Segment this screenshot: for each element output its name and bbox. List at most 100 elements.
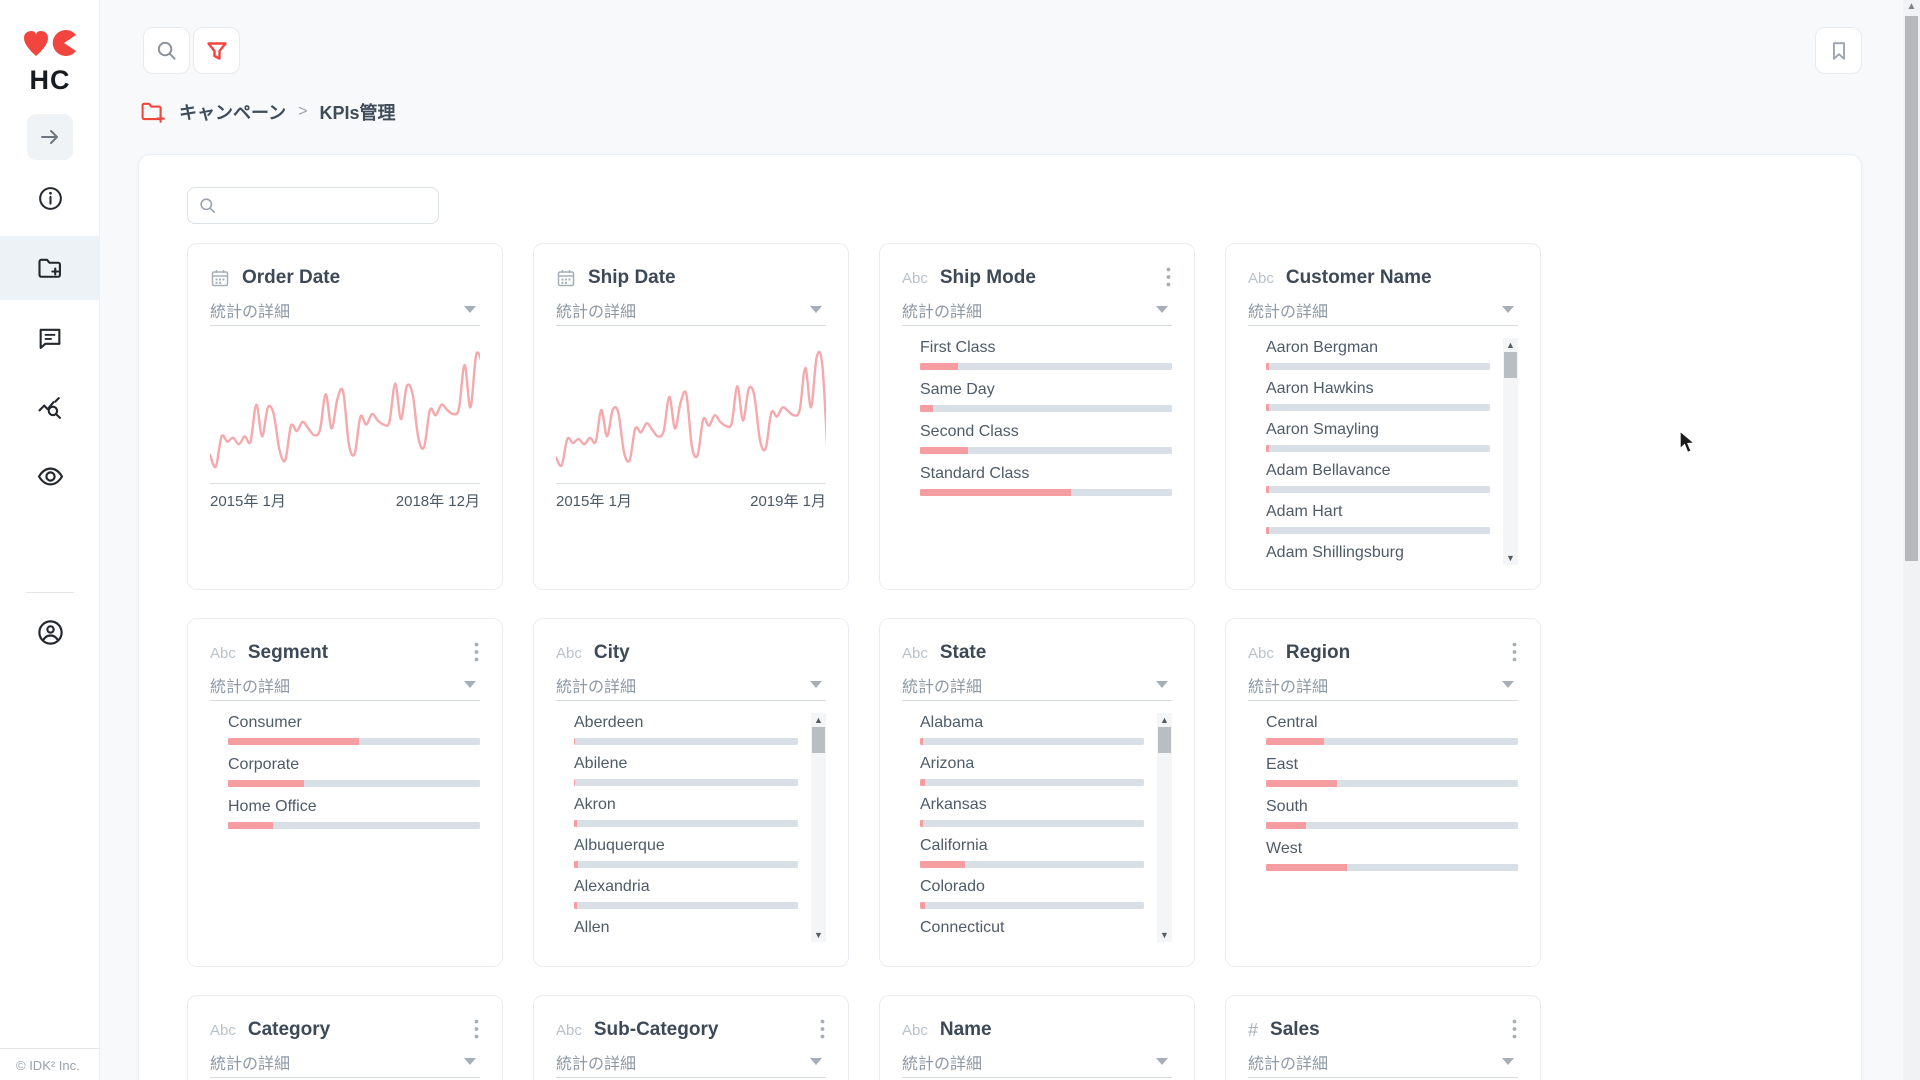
chevron-down-icon <box>1502 681 1514 688</box>
kebab-menu-icon[interactable] <box>814 1018 830 1040</box>
filter-option[interactable]: Consumer <box>228 713 480 745</box>
stats-detail-dropdown[interactable]: 統計の詳細 <box>210 300 480 326</box>
card-search[interactable] <box>187 187 439 224</box>
filter-option[interactable]: East <box>1266 755 1518 787</box>
bookmark-button[interactable] <box>1815 27 1862 74</box>
filter-option[interactable]: Second Class <box>920 422 1172 454</box>
list-scrollbar-thumb[interactable] <box>1158 727 1171 753</box>
filter-option[interactable]: Allen <box>574 918 798 942</box>
sidebar-item-campaigns[interactable] <box>0 236 100 300</box>
breadcrumb-root[interactable]: キャンペーン <box>179 103 287 123</box>
kebab-menu-icon[interactable] <box>1506 1018 1522 1040</box>
stats-detail-dropdown[interactable]: 統計の詳細 <box>556 300 826 326</box>
filter-option-bar-fill <box>574 738 576 745</box>
filter-option-label: Connecticut <box>920 919 1005 936</box>
scroll-up-arrow[interactable]: ▲ <box>1506 340 1515 350</box>
filter-option[interactable]: First Class <box>920 338 1172 370</box>
sidebar-item-info[interactable] <box>0 166 100 230</box>
filter-option-label: Central <box>1266 714 1318 731</box>
card-header: # Sales <box>1248 1016 1518 1044</box>
stats-detail-dropdown[interactable]: 統計の詳細 <box>1248 675 1518 701</box>
card-header: Abc Customer Name <box>1248 264 1518 292</box>
filter-option[interactable]: Central <box>1266 713 1518 745</box>
filter-option[interactable]: Alabama <box>920 713 1144 745</box>
kebab-menu-icon[interactable] <box>468 641 484 663</box>
filter-button[interactable] <box>193 27 240 74</box>
filter-option[interactable]: Aaron Bergman <box>1266 338 1490 370</box>
search-icon <box>157 41 176 60</box>
list-scrollbar-thumb[interactable] <box>812 727 825 753</box>
list-scrollbar[interactable]: ▲ ▼ <box>811 713 826 942</box>
filter-option-bar-track <box>1266 527 1490 534</box>
stats-detail-dropdown[interactable]: 統計の詳細 <box>902 1052 1172 1078</box>
scroll-down-arrow[interactable]: ▼ <box>814 930 823 940</box>
scroll-down-arrow[interactable]: ▼ <box>1506 553 1515 563</box>
kebab-menu-icon[interactable] <box>1506 641 1522 663</box>
page-scrollbar-thumb[interactable] <box>1905 16 1918 561</box>
stats-detail-dropdown[interactable]: 統計の詳細 <box>210 675 480 701</box>
card-title: State <box>939 642 987 663</box>
scroll-up-arrow[interactable]: ▲ <box>814 715 823 725</box>
sidebar-item-comments[interactable] <box>0 306 100 370</box>
list-scrollbar[interactable]: ▲ ▼ <box>1157 713 1172 942</box>
sidebar-item-watch[interactable] <box>0 444 100 508</box>
filter-option[interactable]: Adam Shillingsburg <box>1266 543 1490 565</box>
filter-option-bar-track <box>574 861 798 868</box>
logo-text: HC <box>29 65 71 95</box>
filter-card-ship-mode: Abc Ship Mode 統計の詳細 First Class Same Day Seco… <box>879 243 1195 590</box>
filter-option-rows: Central East South West <box>1248 713 1518 871</box>
card-header: Abc Category <box>210 1016 480 1044</box>
stats-detail-dropdown[interactable]: 統計の詳細 <box>556 675 826 701</box>
filter-option[interactable]: Arizona <box>920 754 1144 786</box>
filter-option-label: Aberdeen <box>574 714 644 731</box>
stats-detail-dropdown[interactable]: 統計の詳細 <box>902 675 1172 701</box>
list-scrollbar-thumb[interactable] <box>1504 352 1517 378</box>
global-search-button[interactable] <box>143 27 190 74</box>
kebab-menu-icon[interactable] <box>468 1018 484 1040</box>
filter-option[interactable]: South <box>1266 797 1518 829</box>
filter-option-bar-fill <box>1266 822 1307 829</box>
stats-detail-label: 統計の詳細 <box>556 303 637 321</box>
filter-option[interactable]: Aaron Hawkins <box>1266 379 1490 411</box>
filter-option[interactable]: Akron <box>574 795 798 827</box>
filter-option[interactable]: Arkansas <box>920 795 1144 827</box>
scroll-down-arrow[interactable]: ▼ <box>1160 930 1169 940</box>
card-title: Customer Name <box>1285 267 1432 288</box>
filter-option-bar-fill <box>920 489 1072 496</box>
filter-option[interactable]: Albuquerque <box>574 836 798 868</box>
card-search-input[interactable] <box>225 197 428 214</box>
filter-option[interactable]: Home Office <box>228 797 480 829</box>
filter-option[interactable]: Connecticut <box>920 918 1144 942</box>
filter-option-bar-fill <box>920 405 933 412</box>
filter-option[interactable]: Colorado <box>920 877 1144 909</box>
stats-detail-dropdown[interactable]: 統計の詳細 <box>210 1052 480 1078</box>
scroll-up-arrow[interactable]: ▲ <box>1906 1 1917 12</box>
filter-card-segment: Abc Segment 統計の詳細 Consumer Corporate Home Off… <box>187 618 503 967</box>
filter-card-category: Abc Category 統計の詳細 <box>187 995 503 1080</box>
filter-option[interactable]: Alexandria <box>574 877 798 909</box>
page-scrollbar[interactable]: ▲ <box>1903 0 1920 1080</box>
stats-detail-dropdown[interactable]: 統計の詳細 <box>1248 1052 1518 1078</box>
scroll-up-arrow[interactable]: ▲ <box>1160 715 1169 725</box>
filter-option[interactable]: Abilene <box>574 754 798 786</box>
filter-option[interactable]: Aaron Smayling <box>1266 420 1490 452</box>
filter-option-label: Arkansas <box>920 796 987 813</box>
filter-option[interactable]: Adam Hart <box>1266 502 1490 534</box>
stats-detail-dropdown[interactable]: 統計の詳細 <box>902 300 1172 326</box>
filter-option[interactable]: Standard Class <box>920 464 1172 496</box>
sidebar-item-analytics[interactable] <box>0 376 100 440</box>
filter-option[interactable]: Adam Bellavance <box>1266 461 1490 493</box>
filter-option[interactable]: California <box>920 836 1144 868</box>
stats-detail-dropdown[interactable]: 統計の詳細 <box>556 1052 826 1078</box>
filter-option-bar-track <box>1266 780 1518 787</box>
filter-option[interactable]: Aberdeen <box>574 713 798 745</box>
collapse-sidebar-button[interactable] <box>27 114 73 160</box>
stats-detail-dropdown[interactable]: 統計の詳細 <box>1248 300 1518 326</box>
axis-min-label: 2015年 1月 <box>210 493 286 510</box>
filter-option[interactable]: West <box>1266 839 1518 871</box>
filter-option[interactable]: Same Day <box>920 380 1172 412</box>
filter-option[interactable]: Corporate <box>228 755 480 787</box>
sidebar-item-account[interactable] <box>0 600 100 664</box>
list-scrollbar[interactable]: ▲ ▼ <box>1503 338 1518 565</box>
kebab-menu-icon[interactable] <box>1160 266 1176 288</box>
